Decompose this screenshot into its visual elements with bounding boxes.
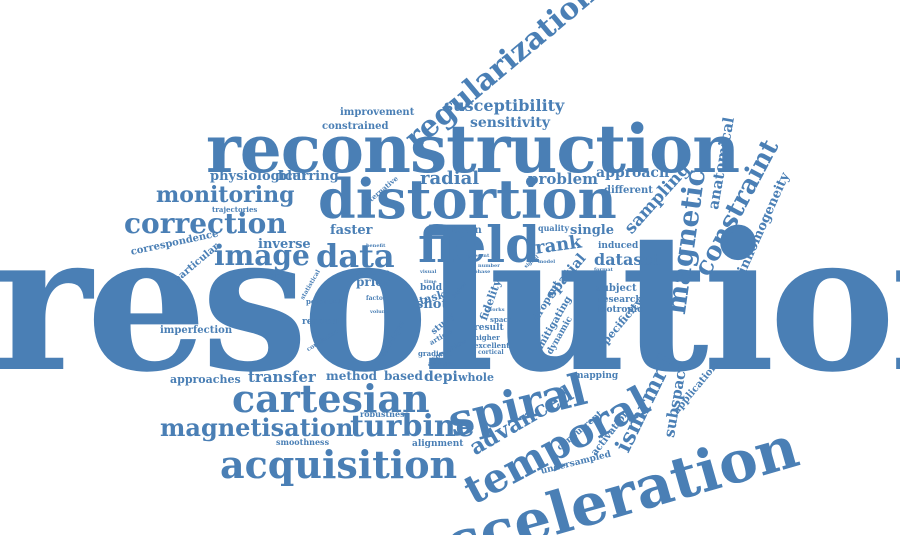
cloud-word-improvement: improvement — [340, 107, 415, 118]
cloud-word-susceptibility: susceptibility — [444, 96, 565, 115]
cloud-word-phase: phase — [474, 269, 491, 275]
cloud-word-imperfection: imperfection — [160, 325, 233, 336]
cloud-word-brain: brain — [452, 225, 482, 236]
cloud-word-result: result — [474, 323, 504, 333]
cloud-word-format: format — [594, 267, 613, 273]
cloud-word-image: image — [214, 239, 310, 272]
cloud-word-acquisition: acquisition — [220, 442, 458, 487]
cloud-word-turbine: turbine — [350, 409, 475, 444]
cloud-word-magnetisation: magnetisation — [160, 413, 354, 442]
cloud-word-problem: problem — [528, 170, 598, 188]
cloud-word-method: method — [326, 369, 377, 383]
cloud-word-higher: higher — [474, 333, 500, 342]
cloud-word-constrained: constrained — [322, 121, 389, 132]
cloud-word-research: research — [598, 295, 642, 305]
cloud-word-mapping: mapping — [574, 371, 619, 381]
cloud-word-visual: visual — [420, 269, 437, 275]
cloud-word-trajectories: trajectories — [212, 205, 258, 214]
cloud-word-single: single — [570, 223, 615, 238]
cloud-word-space: space — [490, 315, 513, 324]
cloud-word-cortical: cortical — [478, 349, 504, 356]
cloud-word-dataset: dataset — [594, 250, 660, 269]
cloud-word-monitoring: monitoring — [156, 182, 295, 208]
cloud-word-faster: faster — [330, 223, 373, 238]
cloud-word-present: present — [468, 253, 490, 259]
cloud-word-subject: subject — [596, 283, 637, 294]
cloud-word-based: based — [384, 369, 423, 383]
cloud-word-cartesian: cartesian — [232, 376, 430, 421]
cloud-word-radial: radial — [420, 168, 480, 189]
cloud-word-data: data — [316, 237, 395, 275]
cloud-word-gradient: gradient — [418, 349, 452, 358]
cloud-word-transfer: transfer — [248, 368, 316, 386]
cloud-word-volume: volume — [370, 309, 391, 315]
cloud-word-works: works — [488, 307, 505, 313]
cloud-word-approach: approach — [596, 165, 670, 181]
cloud-word-bold: bold — [420, 283, 443, 293]
cloud-word-efficiency: efficiency — [256, 271, 294, 280]
cloud-word-potential: potential — [306, 297, 342, 306]
cloud-word-depi: depi — [424, 369, 458, 385]
cloud-word-model: model — [538, 259, 556, 265]
cloud-word-field: field — [418, 215, 541, 274]
cloud-word-number: number — [478, 263, 500, 269]
cloud-word-inverse: inverse — [258, 237, 311, 252]
cloud-word-whole: whole — [458, 371, 494, 384]
cloud-word-quality: quality — [538, 223, 570, 233]
cloud-word-factor: factor — [366, 295, 387, 302]
cloud-word-different: different — [604, 185, 653, 196]
cloud-word-physiological: physiological — [210, 169, 306, 184]
cloud-word-alignment: alignment — [412, 439, 464, 449]
cloud-word-shot: shot — [416, 297, 448, 312]
cloud-word-distortion: distortion — [318, 167, 617, 231]
cloud-word-correction: correction — [124, 207, 287, 240]
cloud-word-scheme: scheme — [356, 267, 390, 277]
cloud-word-benefit: benefit — [366, 243, 386, 249]
cloud-word-approaches: approaches — [170, 373, 241, 386]
cloud-word-analysis: analysis — [428, 361, 455, 368]
cloud-word-reconstruction: reconstruction — [206, 110, 740, 188]
cloud-word-readout: readout — [302, 317, 342, 327]
cloud-word-smoothness: smoothness — [276, 437, 330, 447]
cloud-word-sensitivity: sensitivity — [470, 115, 551, 131]
cloud-word-isotropic: isotropic — [598, 305, 643, 315]
cloud-word-blurring: blurring — [278, 169, 339, 184]
cloud-word-time: time — [424, 279, 437, 285]
cloud-word-excellent: excellent — [474, 341, 510, 350]
cloud-word-induced: induced — [598, 241, 639, 251]
cloud-word-robustness: robustness — [360, 409, 410, 419]
cloud-word-prior: prior — [356, 275, 390, 289]
cloud-word-resolution: resolution — [0, 191, 900, 414]
